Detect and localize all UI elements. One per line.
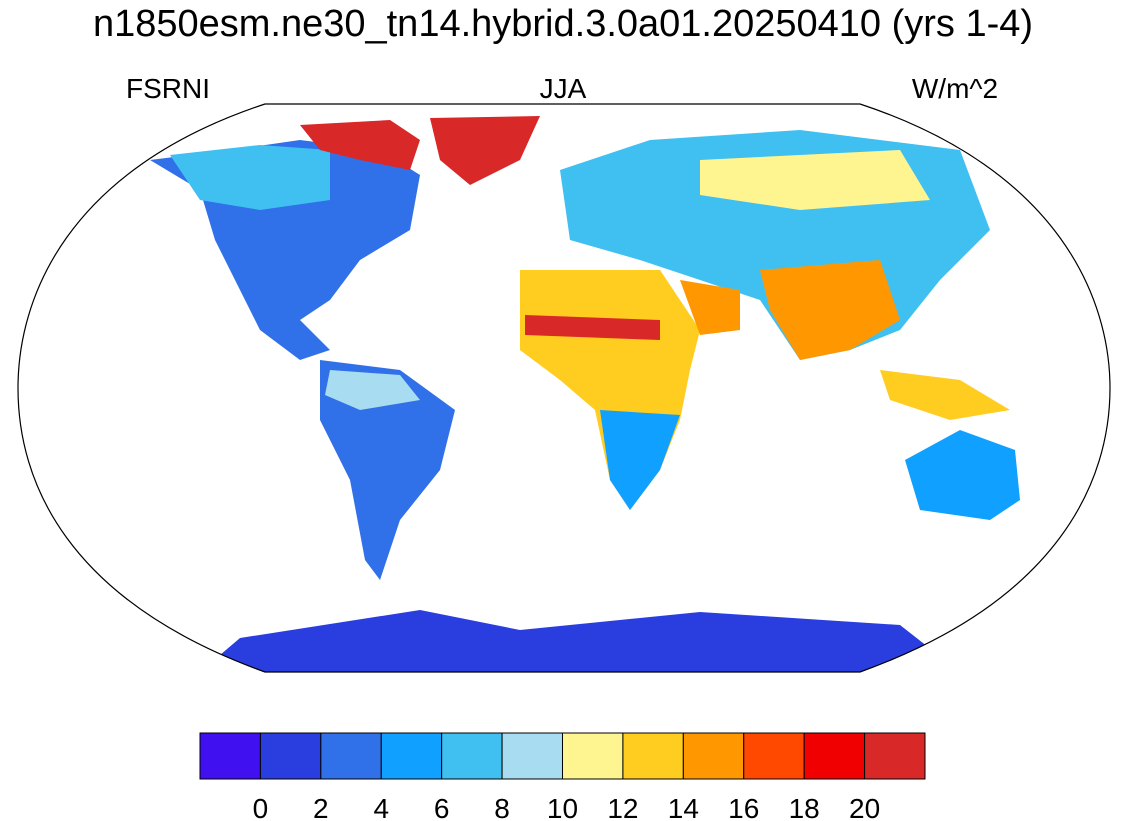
- colorbar-tick-label: 8: [494, 793, 510, 821]
- colorbar-tick-label: 2: [313, 793, 329, 821]
- colorbar-box: [864, 732, 926, 780]
- variable-label: FSRNI: [126, 73, 210, 104]
- colorbar-box: [682, 732, 745, 780]
- colorbar-box: [622, 732, 684, 780]
- season-label: JJA: [540, 73, 587, 104]
- colorbar-box: [803, 732, 866, 780]
- colorbar-box: [199, 732, 261, 780]
- colorbar-box: [259, 732, 322, 780]
- australia: [905, 430, 1020, 520]
- southern-africa: [600, 410, 680, 510]
- greenland: [430, 116, 540, 185]
- colorbar: 0 2 4 6 8 10 12 14 16 18 20: [199, 732, 926, 821]
- map-outline: [17, 103, 1111, 673]
- colorbar-box: [320, 732, 382, 780]
- colorbar-tick-label: 18: [789, 793, 820, 821]
- colorbar-box: [562, 732, 624, 780]
- colorbar-box: [441, 732, 503, 780]
- map-field: [150, 116, 1020, 672]
- north-america-north: [170, 145, 330, 210]
- colorbar-tick-label: 20: [849, 793, 880, 821]
- south-america: [320, 360, 455, 580]
- colorbar-tick-label: 14: [668, 793, 699, 821]
- colorbar-box: [380, 732, 443, 780]
- colorbar-tick-label: 4: [373, 793, 389, 821]
- colorbar-tick-label: 0: [253, 793, 269, 821]
- colorbar-box: [501, 732, 564, 780]
- title: n1850esm.ne30_tn14.hybrid.3.0a01.2025041…: [93, 3, 1033, 45]
- colorbar-tick-label: 10: [547, 793, 578, 821]
- colorbar-tick-label: 12: [607, 793, 638, 821]
- colorbar-tick-label: 6: [434, 793, 450, 821]
- maritime-asia: [880, 370, 1010, 420]
- colorbar-tick-label: 16: [728, 793, 759, 821]
- siberia: [700, 150, 930, 210]
- colorbar-box: [743, 732, 805, 780]
- sahel: [525, 315, 660, 340]
- arctic-canada: [300, 120, 420, 170]
- amazon: [325, 370, 420, 410]
- arabia: [680, 280, 740, 335]
- units-label: W/m^2: [912, 73, 998, 104]
- asia-south: [760, 260, 900, 360]
- antarctica: [200, 610, 960, 672]
